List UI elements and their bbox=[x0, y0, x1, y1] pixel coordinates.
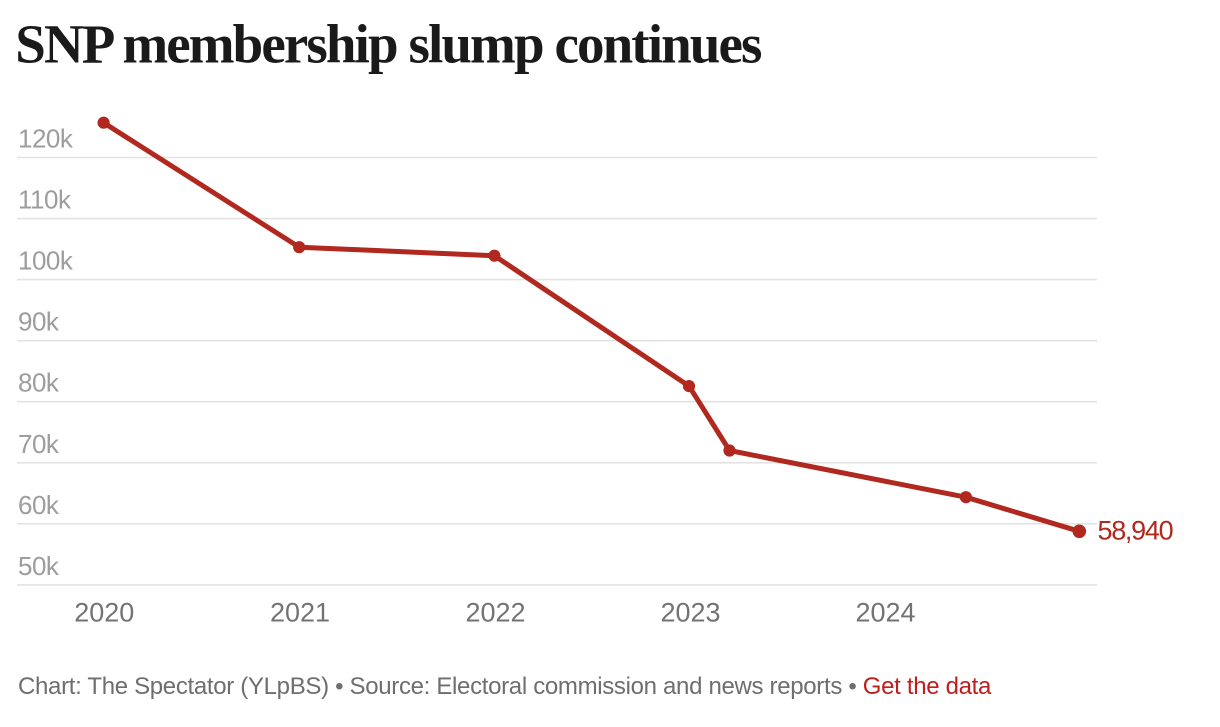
svg-text:90k: 90k bbox=[18, 307, 60, 337]
svg-text:2020: 2020 bbox=[74, 598, 134, 628]
svg-text:Chart: The Spectator (YLpBS) •: Chart: The Spectator (YLpBS) • Source: E… bbox=[18, 673, 992, 700]
svg-text:2022: 2022 bbox=[465, 598, 525, 628]
svg-text:58,940: 58,940 bbox=[1098, 515, 1173, 545]
svg-text:70k: 70k bbox=[18, 429, 60, 459]
svg-text:80k: 80k bbox=[18, 368, 60, 398]
svg-text:SNP membership slump continues: SNP membership slump continues bbox=[15, 14, 762, 75]
svg-text:110k: 110k bbox=[18, 185, 72, 215]
svg-text:100k: 100k bbox=[18, 246, 74, 276]
svg-text:2021: 2021 bbox=[270, 598, 330, 628]
svg-text:120k: 120k bbox=[18, 124, 74, 154]
svg-text:2024: 2024 bbox=[855, 598, 915, 628]
svg-text:60k: 60k bbox=[18, 490, 60, 520]
svg-text:2023: 2023 bbox=[660, 598, 720, 628]
svg-text:50k: 50k bbox=[18, 551, 60, 581]
